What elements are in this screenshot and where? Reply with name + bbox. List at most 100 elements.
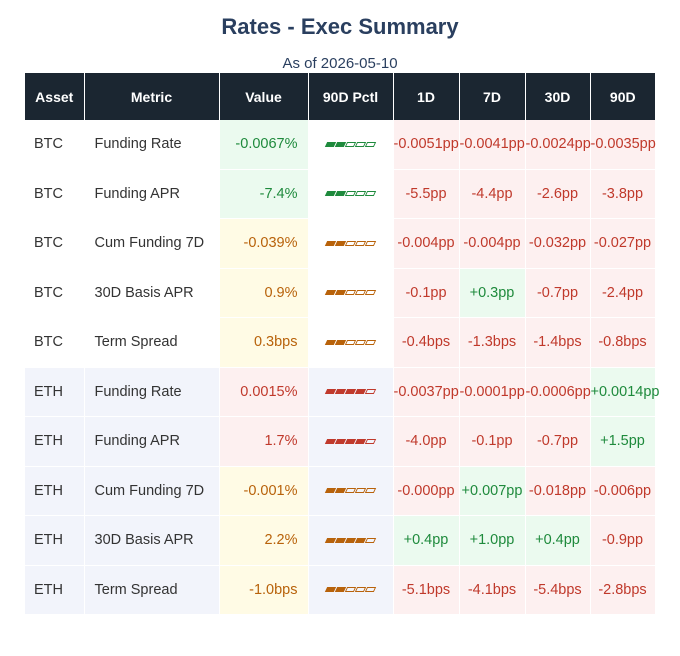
pctl-bar-empty: [364, 587, 377, 593]
cell-90d: -2.8bps: [590, 565, 656, 615]
table-row: ETH Term Spread -1.0bps -5.1bps -4.1bps -5.4b…: [25, 565, 656, 615]
cell-1d: -4.0pp: [393, 416, 460, 467]
cell-asset: BTC: [25, 218, 85, 269]
cell-metric: Funding Rate: [84, 120, 220, 170]
col-header-90d: 90D: [590, 73, 655, 120]
cell-30d: -0.7pp: [525, 268, 591, 318]
table-row: BTC 30D Basis APR 0.9% -0.1pp +0.3pp -0.7pp -2…: [25, 268, 656, 318]
cell-1d: -5.5pp: [393, 169, 460, 219]
table-row: ETH Funding Rate 0.0015% -0.0037pp -0.0001pp…: [25, 367, 659, 417]
cell-metric: Cum Funding 7D: [84, 218, 220, 269]
cell-value: 0.0015%: [219, 367, 309, 417]
cell-1d: -0.004pp: [393, 218, 460, 269]
cell-asset: BTC: [25, 317, 85, 368]
cell-30d: -0.7pp: [525, 416, 591, 467]
cell-1d: +0.4pp: [393, 515, 460, 566]
table-row: ETH Funding APR 1.7% -4.0pp -0.1pp -0.7pp +1.5…: [25, 416, 656, 467]
cell-90d: -0.9pp: [590, 515, 656, 566]
cell-7d: -0.0041pp: [459, 120, 526, 170]
cell-7d: +0.007pp: [459, 466, 526, 516]
col-header-1d: 1D: [393, 73, 460, 120]
cell-90d: -0.0035pp: [590, 120, 656, 170]
cell-7d: -4.1bps: [459, 565, 526, 615]
table-row: BTC Term Spread 0.3bps -0.4bps -1.3bps -1.4bp…: [25, 317, 656, 368]
cell-pctl-bars: [308, 565, 394, 615]
cell-asset: ETH: [25, 416, 85, 467]
cell-1d: -5.1bps: [393, 565, 460, 615]
cell-pctl-bars: [308, 367, 394, 417]
cell-metric: Funding Rate: [84, 367, 220, 417]
cell-metric: Term Spread: [84, 565, 220, 615]
cell-asset: BTC: [25, 120, 85, 170]
cell-value: -0.001%: [219, 466, 309, 516]
col-header-metric: Metric: [84, 73, 220, 120]
cell-asset: ETH: [25, 466, 85, 516]
table-row: BTC Funding APR -7.4% -5.5pp -4.4pp -2.6pp -3.…: [25, 169, 656, 219]
table-row: ETH 30D Basis APR 2.2% +0.4pp +1.0pp +0.4pp -0…: [25, 515, 656, 566]
cell-pctl-bars: [308, 466, 394, 516]
pctl-bar-empty: [364, 290, 377, 296]
chart-subtitle: As of 2026-05-10: [282, 55, 398, 72]
cell-asset: BTC: [25, 268, 85, 318]
cell-30d: +0.4pp: [525, 515, 591, 566]
cell-7d: +1.0pp: [459, 515, 526, 566]
cell-90d: -0.006pp: [590, 466, 656, 516]
table-header-row: Asset Metric Value 90D Pctl 1D 7D 30D 90…: [25, 73, 655, 120]
cell-1d: -0.4bps: [393, 317, 460, 368]
cell-7d: -1.3bps: [459, 317, 526, 368]
cell-1d: -0.0037pp: [393, 367, 460, 417]
cell-pctl-bars: [308, 169, 394, 219]
cell-metric: Funding APR: [84, 416, 220, 467]
cell-1d: -0.0051pp: [393, 120, 460, 170]
pctl-bar-empty: [364, 141, 377, 147]
pctl-bar-empty: [364, 537, 377, 543]
cell-pctl-bars: [308, 120, 394, 170]
table-row: ETH Cum Funding 7D -0.001% -0.000pp +0.007pp…: [25, 466, 656, 516]
pctl-bar-empty: [364, 438, 377, 444]
cell-value: 0.9%: [219, 268, 309, 318]
table-row: BTC Cum Funding 7D -0.039% -0.004pp -0.004pp…: [25, 218, 656, 269]
cell-metric: 30D Basis APR: [84, 268, 220, 318]
col-header-asset: Asset: [25, 73, 85, 120]
cell-30d: -0.032pp: [525, 218, 591, 269]
col-header-pctl: 90D Pctl: [308, 73, 394, 120]
cell-metric: Term Spread: [84, 317, 220, 368]
cell-30d: -0.0006pp: [525, 367, 591, 417]
cell-metric: 30D Basis APR: [84, 515, 220, 566]
cell-asset: ETH: [25, 515, 85, 566]
col-header-value: Value: [219, 73, 309, 120]
cell-metric: Cum Funding 7D: [84, 466, 220, 516]
cell-value: -0.0067%: [219, 120, 309, 170]
cell-7d: +0.3pp: [459, 268, 526, 318]
cell-90d: -2.4pp: [590, 268, 656, 318]
cell-30d: -2.6pp: [525, 169, 591, 219]
cell-90d: -0.8bps: [590, 317, 656, 368]
cell-pctl-bars: [308, 268, 394, 318]
cell-7d: -0.004pp: [459, 218, 526, 269]
cell-30d: -1.4bps: [525, 317, 591, 368]
cell-90d: -0.027pp: [590, 218, 656, 269]
pctl-bar-empty: [364, 389, 377, 395]
cell-asset: BTC: [25, 169, 85, 219]
chart-title: Rates - Exec Summary: [221, 14, 459, 39]
cell-7d: -4.4pp: [459, 169, 526, 219]
col-header-7d: 7D: [459, 73, 526, 120]
cell-value: -1.0bps: [219, 565, 309, 615]
cell-value: 2.2%: [219, 515, 309, 566]
cell-asset: ETH: [25, 367, 85, 417]
cell-90d: +0.0014pp: [590, 367, 659, 417]
cell-90d: -3.8pp: [590, 169, 656, 219]
cell-pctl-bars: [308, 515, 394, 566]
pctl-bar-empty: [364, 488, 377, 494]
table-row: BTC Funding Rate -0.0067% -0.0051pp -0.0041p…: [25, 120, 656, 170]
cell-1d: -0.000pp: [393, 466, 460, 516]
pctl-bar-empty: [364, 191, 377, 197]
table-body: BTC Funding Rate -0.0067% -0.0051pp -0.0041p…: [25, 120, 659, 615]
col-header-30d: 30D: [525, 73, 591, 120]
cell-value: -7.4%: [219, 169, 309, 219]
cell-30d: -5.4bps: [525, 565, 591, 615]
cell-30d: -0.018pp: [525, 466, 591, 516]
rates-table: Asset Metric Value 90D Pctl 1D 7D 30D 90…: [25, 73, 659, 615]
cell-7d: -0.0001pp: [459, 367, 526, 417]
cell-value: 0.3bps: [219, 317, 309, 368]
